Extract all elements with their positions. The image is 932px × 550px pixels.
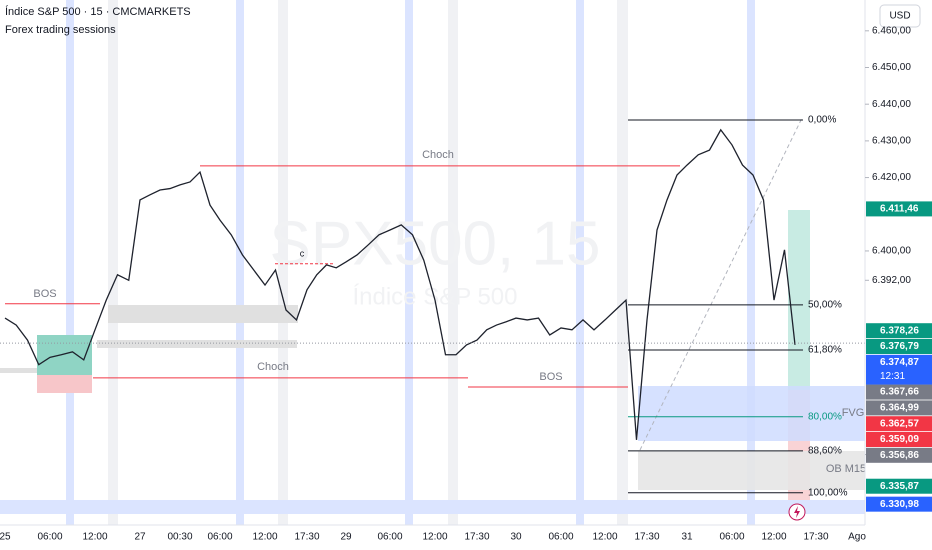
sessions: [0, 0, 865, 525]
price-tag-time: 12:31: [880, 371, 905, 382]
fib-label: 80,00%: [808, 411, 842, 422]
alert-icon: [788, 503, 806, 521]
level-label: Choch: [422, 149, 454, 161]
price-tag-label: 6.330,98: [880, 499, 919, 510]
level-label: BOS: [539, 371, 562, 383]
price-tag-label: 6.364,99: [880, 403, 919, 414]
price-tag: [866, 496, 932, 512]
y-tick-label: 6.440,00: [872, 99, 911, 110]
x-tick-label: 12:00: [252, 532, 277, 543]
price-tag: [866, 400, 932, 416]
price-tag: [866, 416, 932, 432]
price-tag-label: 6.362,57: [880, 418, 919, 429]
x-tick-label: 29: [340, 532, 352, 543]
x-tick-label: 00:30: [167, 532, 192, 543]
ob-label: OB M15: [826, 463, 866, 475]
price-tag-label: 6.335,87: [880, 481, 919, 492]
price-tag-label: 6.378,26: [880, 325, 919, 336]
title: Índice S&P 500 · 15 · CMCMARKETS: [5, 5, 191, 18]
fib-label: 100,00%: [808, 487, 848, 498]
watermark: SPX500, 15: [270, 209, 601, 278]
price-tag-label: 6.359,09: [880, 434, 919, 445]
y-tick-label: 6.400,00: [872, 246, 911, 257]
x-tick-label: 27: [134, 532, 146, 543]
fib-label: 61,80%: [808, 345, 842, 356]
price-line: [4, 128, 796, 440]
price-tag: [866, 447, 932, 463]
x-tick-label: 06:00: [377, 532, 402, 543]
y-tick-label: 6.420,00: [872, 172, 911, 183]
price-tag: [866, 478, 932, 494]
fib-label: 0,00%: [808, 115, 836, 126]
price-tag: [866, 201, 932, 217]
x-tick-label: Ago: [848, 532, 866, 543]
price-tag-label: 6.367,66: [880, 387, 919, 398]
fib-label: 50,00%: [808, 300, 842, 311]
fib-label: 88,60%: [808, 446, 842, 457]
x-tick-label: 17:30: [634, 532, 659, 543]
subtitle: Forex trading sessions: [5, 24, 116, 36]
level-label: c: [300, 248, 305, 258]
x-tick-label: 25: [0, 532, 11, 543]
y-tick-label: 6.450,00: [872, 62, 911, 73]
x-tick-label: 31: [681, 532, 693, 543]
zones: [0, 117, 865, 500]
x-tick-label: 12:00: [761, 532, 786, 543]
x-tick-label: 30: [510, 532, 522, 543]
price-tag-label: 6.356,86: [880, 450, 919, 461]
x-tick-label: 06:00: [548, 532, 573, 543]
currency-button[interactable]: [879, 4, 921, 28]
price-tag: [866, 339, 932, 355]
level-label: Choch: [257, 361, 289, 373]
price-tag-label: 6.376,79: [880, 341, 919, 352]
x-tick-label: 17:30: [803, 532, 828, 543]
x-tick-label: 17:30: [294, 532, 319, 543]
watermark-sub: Índice S&P 500: [352, 283, 517, 310]
x-tick-label: 17:30: [464, 532, 489, 543]
x-tick-label: 06:00: [719, 532, 744, 543]
y-tick-label: 6.460,00: [872, 25, 911, 36]
x-tick-label: 12:00: [422, 532, 447, 543]
x-tick-label: 12:00: [82, 532, 107, 543]
price-tag-label: 6.411,46: [880, 204, 919, 215]
price-tag: [866, 323, 932, 339]
x-tick-label: 12:00: [592, 532, 617, 543]
level-label: BOS: [33, 288, 56, 300]
x-tick-label: 06:00: [207, 532, 232, 543]
price-tag-label: 6.374,87: [880, 357, 919, 368]
price-tag: [866, 432, 932, 448]
price-tag: [866, 354, 932, 385]
y-tick-label: 6.392,00: [872, 275, 911, 286]
currency[interactable]: USD: [889, 11, 910, 22]
y-tick-label: 6.430,00: [872, 136, 911, 147]
fvg-label: FVG: [842, 407, 865, 419]
x-tick-label: 06:00: [37, 532, 62, 543]
price-tag: [866, 384, 932, 400]
